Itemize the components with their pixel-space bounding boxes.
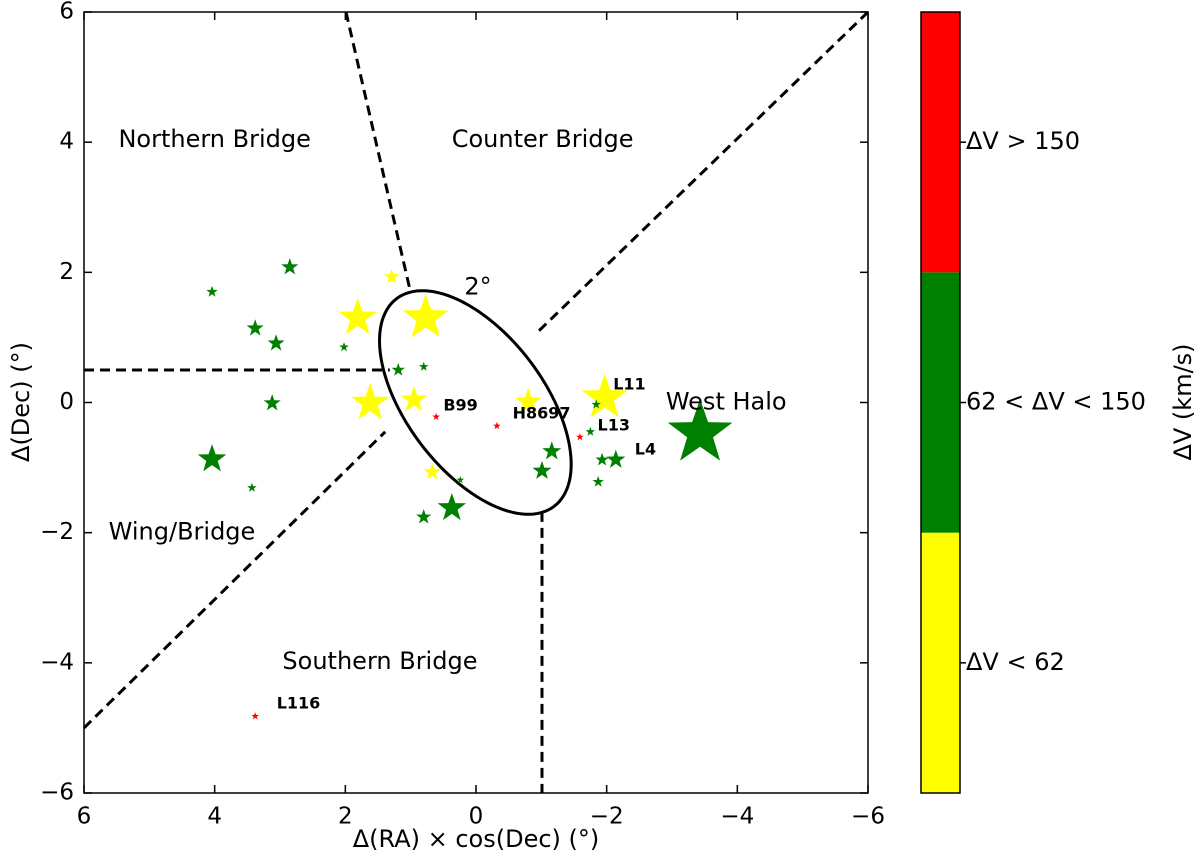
star-marker bbox=[402, 293, 449, 338]
star-marker bbox=[351, 383, 390, 420]
y-tick-label: 2 bbox=[59, 259, 74, 285]
region-label: Southern Bridge bbox=[282, 647, 477, 675]
star-label: L116 bbox=[277, 693, 321, 712]
star-marker bbox=[493, 421, 501, 430]
y-tick-label: 4 bbox=[59, 129, 74, 155]
star-marker bbox=[581, 373, 628, 418]
colorbar-segment bbox=[921, 12, 960, 273]
colorbar-segment bbox=[921, 272, 960, 533]
region-label: Northern Bridge bbox=[118, 125, 310, 153]
star-marker bbox=[384, 268, 400, 284]
star-label: L13 bbox=[598, 415, 630, 434]
star-marker bbox=[206, 285, 218, 297]
star-marker bbox=[585, 426, 596, 436]
x-tick-label: 4 bbox=[207, 804, 222, 830]
boundary-line bbox=[344, 11, 412, 291]
boundary-line bbox=[533, 10, 870, 336]
y-tick-label: 0 bbox=[59, 389, 74, 415]
colorbar-segment bbox=[921, 532, 960, 793]
star-marker bbox=[391, 362, 405, 376]
x-tick-label: 6 bbox=[77, 804, 92, 830]
star-label: H8697 bbox=[513, 404, 571, 423]
y-axis-label: Δ(Dec) (°) bbox=[7, 342, 35, 462]
star-marker bbox=[251, 712, 259, 720]
star-marker bbox=[514, 387, 542, 414]
x-tick-label: 0 bbox=[469, 804, 484, 830]
star-label: L11 bbox=[613, 374, 645, 393]
star-marker bbox=[246, 319, 264, 336]
star-marker bbox=[247, 482, 257, 492]
ellipse bbox=[378, 289, 573, 516]
star-marker bbox=[542, 441, 562, 460]
colorbar-label: ΔV (km/s) bbox=[1169, 343, 1197, 460]
star-marker bbox=[456, 475, 465, 484]
star-label: L4 bbox=[635, 440, 656, 459]
plot-frame bbox=[83, 11, 869, 794]
x-axis-label: Δ(RA) × cos(Dec) (°) bbox=[353, 825, 600, 853]
star-marker bbox=[281, 258, 299, 275]
star-marker bbox=[423, 463, 441, 480]
star-marker bbox=[263, 394, 281, 411]
region-label: 2° bbox=[464, 272, 491, 300]
y-tick-label: 6 bbox=[59, 0, 74, 25]
star-marker bbox=[197, 444, 227, 472]
star-marker bbox=[592, 475, 604, 487]
star-label: B99 bbox=[443, 395, 477, 414]
region-label: West Halo bbox=[666, 388, 787, 416]
star-marker bbox=[267, 334, 285, 351]
colorbar-entry: ΔV > 150 bbox=[966, 127, 1080, 155]
x-tick-label: −4 bbox=[720, 804, 754, 830]
star-marker bbox=[400, 385, 428, 412]
star-marker bbox=[416, 509, 432, 524]
star-marker bbox=[532, 460, 552, 479]
colorbar-entry: 62 < ΔV < 150 bbox=[966, 388, 1146, 416]
x-tick-label: 2 bbox=[338, 804, 353, 830]
colorbar-frame bbox=[920, 11, 961, 794]
star-marker bbox=[591, 399, 601, 409]
star-marker bbox=[418, 361, 429, 371]
x-tick-label: −6 bbox=[851, 804, 885, 830]
star-marker bbox=[432, 412, 440, 421]
star-marker bbox=[667, 399, 733, 461]
y-tick-label: −4 bbox=[40, 649, 74, 675]
y-tick-label: −2 bbox=[40, 519, 74, 545]
star-marker bbox=[595, 452, 609, 466]
boundary-line bbox=[82, 430, 387, 729]
colorbar-entry: ΔV < 62 bbox=[966, 648, 1065, 676]
y-tick-label: −6 bbox=[40, 780, 74, 806]
star-marker bbox=[437, 492, 467, 521]
star-marker bbox=[339, 342, 349, 352]
region-label: Counter Bridge bbox=[452, 125, 634, 153]
star-marker bbox=[576, 432, 584, 441]
x-tick-label: −2 bbox=[590, 804, 624, 830]
region-label: Wing/Bridge bbox=[109, 518, 256, 546]
star-marker bbox=[606, 449, 626, 468]
star-marker bbox=[338, 297, 377, 335]
